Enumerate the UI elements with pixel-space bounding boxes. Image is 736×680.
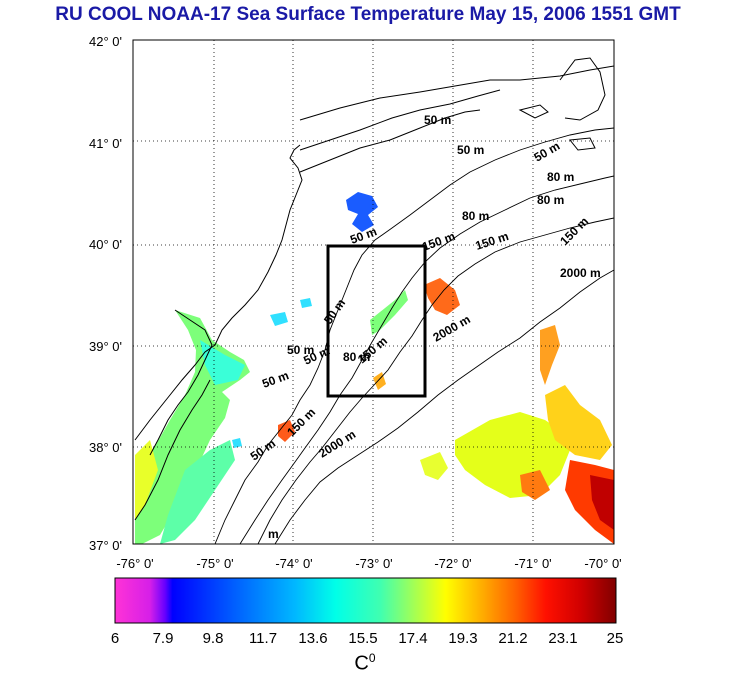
contour-label: 150 m: [474, 229, 511, 253]
contour-label: m: [268, 527, 279, 541]
sst-patch-east-yellow: [545, 385, 612, 460]
lat-label-37: 37° 0': [89, 538, 122, 553]
contour-label: 2000 m: [431, 312, 473, 344]
contour-label: 50 m: [321, 296, 348, 326]
sst-patch-shelf-green: [160, 440, 235, 544]
lon-label-70: -70° 0': [584, 556, 622, 571]
colorbar-tick: 15.5: [348, 630, 378, 647]
sst-patch-delaware-warm: [135, 440, 158, 520]
contour-label: 50 m: [532, 139, 563, 165]
colorbar-tick: 6: [110, 630, 120, 647]
nj-coast: [134, 144, 303, 441]
sst-patch-delaware-cyan: [200, 340, 245, 385]
sst-patch-south-orange: [520, 470, 550, 500]
lat-label-40: 40° 0': [89, 237, 122, 252]
unit-superscript: 0: [368, 651, 376, 665]
contour-50m: [214, 127, 614, 544]
colorbar-tick: 7.9: [152, 630, 174, 647]
contour-label: 50 m: [348, 224, 378, 247]
contour-label: 150 m: [557, 214, 591, 248]
lon-label-73: -73° 0': [355, 556, 393, 571]
sst-patch-ne-orange: [540, 325, 560, 385]
contour-label: 150 m: [355, 334, 390, 367]
delmarva: [134, 379, 211, 521]
lat-label-42: 42° 0': [89, 34, 122, 49]
lat-label-39: 39° 0': [89, 339, 122, 354]
contour-label: 150 m: [420, 229, 457, 254]
lat-label-41: 41° 0': [89, 136, 122, 151]
sst-patch-shelf-orange: [424, 278, 460, 315]
contour-label: 2000 m: [316, 427, 358, 460]
colorbar-tick: 21.2: [498, 630, 528, 647]
map-frame: [132, 39, 615, 545]
contour-label: 80 m: [462, 209, 489, 223]
ct-coast: [299, 65, 614, 121]
sst-patch-hudson-blue: [346, 192, 378, 232]
cape-cod: [559, 57, 606, 121]
colorbar-tick: 25: [606, 630, 624, 647]
long-island-south: [299, 109, 481, 173]
colorbar-tick: 9.8: [202, 630, 224, 647]
contour-label: 50 m: [248, 436, 278, 463]
contour-2000m: [274, 269, 614, 544]
map-title: RU COOL NOAA-17 Sea Surface Temperature …: [55, 4, 681, 25]
contour-label: 50 m: [260, 368, 290, 391]
contour-label: 50 m: [457, 143, 484, 157]
lon-label-71: -71° 0': [514, 556, 552, 571]
contour-label: 50 m: [287, 343, 314, 357]
colorbar: [114, 577, 617, 624]
contour-label: 80 m: [537, 193, 564, 207]
study-area-box: [326, 244, 427, 398]
bathymetry: [214, 127, 614, 544]
colorbar-tick: 11.7: [248, 630, 278, 647]
lon-label-76: -76° 0': [116, 556, 154, 571]
lon-label-74: -74° 0': [275, 556, 313, 571]
sst-patch-inner-orange: [278, 420, 295, 442]
contour-label: 80 m: [343, 350, 370, 364]
contour-label: 80 m: [547, 170, 574, 184]
sst-patch-east-darkred: [590, 475, 614, 530]
long-island-north: [299, 89, 501, 151]
colorbar-tick: 17.4: [398, 630, 428, 647]
sst-patch-south-yellow: [420, 452, 448, 480]
coastline: [134, 57, 614, 521]
colorbar-tick: 23.1: [548, 630, 578, 647]
lat-label-38: 38° 0': [89, 440, 122, 455]
sst-patch-strip-orange: [373, 372, 386, 390]
contour-150m: [257, 217, 614, 544]
contour-label: 50 m: [424, 113, 451, 127]
islands: [518, 104, 596, 151]
colorbar-tick: 19.3: [448, 630, 478, 647]
delaware-bay: [149, 309, 213, 456]
lon-label-75: -75° 0': [196, 556, 234, 571]
contour-label: 2000 m: [560, 266, 601, 280]
unit-text: C: [354, 652, 369, 675]
colorbar-tick: 13.6: [298, 630, 328, 647]
colorbar-unit: C0: [340, 651, 390, 676]
lon-label-72: -72° 0': [434, 556, 472, 571]
contour-80m: [239, 175, 614, 544]
